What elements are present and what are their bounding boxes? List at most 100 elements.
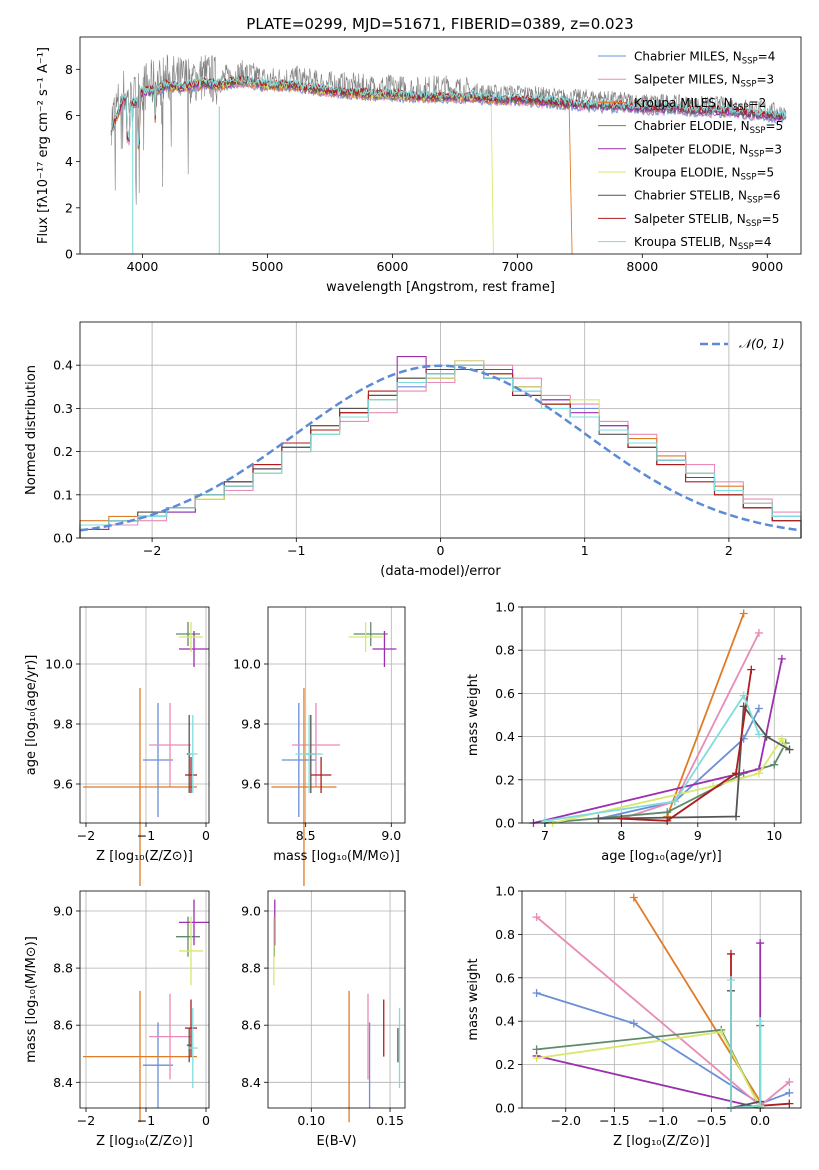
x-tick-label: −2.0 — [551, 1113, 581, 1128]
legend-entry: Salpeter ELODIE, NSSP=3 — [634, 142, 782, 159]
weight-marker-salpeter-miles — [785, 1077, 794, 1086]
y-tick-label: 9.8 — [241, 717, 261, 732]
y-tick-label: 8 — [65, 62, 73, 77]
x-tick-label: −0.5 — [696, 1113, 726, 1128]
weight-marker-chabrier-elodie — [663, 808, 672, 817]
y-tick-label: 0.2 — [495, 772, 515, 787]
x-tick-label: 0 — [437, 543, 445, 558]
y-tick-label: 0 — [65, 247, 73, 262]
x-tick-label: −1 — [137, 828, 155, 843]
x-tick-label: 0 — [202, 1113, 210, 1128]
x-axis-label: E(B-V) — [316, 1134, 356, 1149]
weight-marker-kroupa-elodie — [754, 769, 763, 778]
weight-marker-chabrier-miles — [629, 1019, 638, 1028]
weight-marker-chabrier-stelib — [762, 732, 771, 741]
y-tick-label: 10.0 — [45, 657, 73, 672]
residuals-panel: −2 −1 0 1 2 0.0 0.1 0.2 0.3 0.4 (data-model)/error… — [24, 321, 802, 579]
weight-marker-salpeter-stelib — [785, 1099, 794, 1108]
weight-line-chabrier-miles — [536, 992, 790, 1105]
axes-frame — [79, 36, 802, 255]
weight-line-chabrier-miles — [598, 708, 760, 820]
y-axis-label: Flux [fλ10⁻¹⁷ erg cm⁻² s⁻¹ A⁻¹] — [36, 47, 51, 244]
axes-frame — [267, 606, 406, 824]
x-axis-label: Z [log₁₀(Z/Z⊙)] — [613, 1134, 710, 1149]
legend-entry: Salpeter MILES, NSSP=3 — [634, 73, 774, 90]
y-axis-label: age [log₁₀(age/yr)] — [24, 655, 39, 776]
y-tick-label: 0.6 — [495, 970, 515, 985]
weight-marker-chabrier-stelib — [594, 814, 603, 823]
axes-frame — [79, 606, 210, 824]
weight-marker-kroupa-stelib — [670, 797, 679, 806]
age-vs-Z-panel: −2 −1 0 9.6 9.8 10.0 Z [log₁₀(Z/Z⊙)] age [log₁₀… — [24, 606, 210, 886]
model-spectrum-line-kroupa-elodie — [110, 76, 494, 254]
figure-title: PLATE=0299, MJD=51671, FIBERID=0389, z=0… — [246, 15, 633, 33]
y-tick-label: 1.0 — [495, 600, 515, 615]
y-tick-label: 9.0 — [241, 903, 261, 918]
weight-marker-chabrier-stelib — [785, 745, 794, 754]
y-tick-label: 9.0 — [53, 903, 73, 918]
y-tick-label: 0.2 — [495, 1057, 515, 1072]
mass-vs-Z-panel: −2 −1 0 8.4 8.6 8.8 9.0 Z [log₁₀(Z/Z⊙)] mass [lo… — [24, 890, 210, 1149]
x-axis-label: wavelength [Angstrom, rest frame] — [326, 280, 555, 295]
x-tick-label: 0.15 — [376, 1113, 404, 1128]
gaussian-curve — [79, 364, 802, 532]
weight-marker-salpeter-stelib — [747, 665, 756, 674]
weight-marker-chabrier-miles — [532, 988, 541, 997]
age-vs-mass-panel: 8.5 9.0 9.6 9.8 10.0 mass [log₁₀(M/M⊙)] — [233, 606, 406, 886]
x-tick-label: 5000 — [252, 259, 284, 274]
y-tick-label: 0.4 — [53, 358, 73, 373]
x-tick-label: −2 — [143, 543, 161, 558]
x-tick-label: 0.0 — [750, 1113, 770, 1128]
y-tick-label: 0.4 — [495, 1014, 515, 1029]
x-tick-label: −2 — [77, 828, 95, 843]
y-axis-label: mass [log₁₀(M/M⊙)] — [24, 936, 39, 1063]
x-tick-label: 9 — [694, 828, 702, 843]
x-tick-label: −2 — [77, 1113, 95, 1128]
y-tick-label: 0.8 — [495, 643, 515, 658]
legend-entry: Kroupa STELIB, NSSP=4 — [634, 235, 772, 252]
y-tick-label: 4 — [65, 154, 73, 169]
y-axis-label: mass weight — [466, 674, 481, 756]
weight-line-kroupa-stelib — [544, 693, 760, 822]
histogram-kroupa-stelib — [79, 364, 802, 538]
weight-marker-kroupa-stelib — [727, 975, 736, 984]
y-tick-label: 8.8 — [241, 961, 261, 976]
y-tick-label: 8.6 — [241, 1018, 261, 1033]
y-tick-label: 2 — [65, 200, 73, 215]
weight-marker-salpeter-stelib — [732, 769, 741, 778]
x-axis-label: mass [log₁₀(M/M⊙)] — [273, 849, 400, 864]
x-axis-label: age [log₁₀(age/yr)] — [601, 849, 722, 864]
model-spectrum-line-kroupa-miles — [110, 77, 573, 254]
legend-entry: Chabrier ELODIE, NSSP=5 — [634, 119, 783, 136]
axes-frame — [521, 606, 802, 824]
y-tick-label: 9.8 — [53, 717, 73, 732]
y-tick-label: 8.6 — [53, 1018, 73, 1033]
y-tick-label: 0.4 — [495, 729, 515, 744]
weight-marker-kroupa-stelib — [754, 730, 763, 739]
weight-marker-kroupa-stelib — [739, 691, 748, 700]
x-tick-label: −1.5 — [599, 1113, 629, 1128]
weight-marker-chabrier-miles — [754, 704, 763, 713]
residuals-legend: 𝒩(0, 1) — [700, 336, 785, 351]
y-axis-label: Normed distribution — [24, 365, 39, 495]
y-tick-label: 0.8 — [495, 927, 515, 942]
y-tick-label: 8.4 — [53, 1075, 73, 1090]
x-tick-label: 8.5 — [296, 828, 316, 843]
y-tick-label: 8.4 — [241, 1075, 261, 1090]
y-tick-label: 9.6 — [241, 777, 261, 792]
y-tick-label: 6 — [65, 108, 73, 123]
y-tick-label: 10.0 — [233, 657, 261, 672]
legend-entry: Salpeter STELIB, NSSP=5 — [634, 212, 779, 229]
x-axis-label: Z [log₁₀(Z/Z⊙)] — [96, 1134, 193, 1149]
y-tick-label: 0.0 — [53, 531, 73, 546]
x-axis-label: (data-model)/error — [380, 564, 501, 579]
weight-marker-kroupa-elodie — [532, 1054, 541, 1063]
x-tick-label: −1 — [137, 1113, 155, 1128]
x-tick-label: 1 — [581, 543, 589, 558]
weight-line-kroupa-stelib — [730, 980, 762, 1109]
weight-line-salpeter-stelib — [621, 669, 753, 822]
y-axis-label: mass weight — [466, 958, 481, 1040]
axes-frame — [521, 890, 802, 1109]
weight-marker-salpeter-stelib — [617, 814, 626, 823]
x-tick-label: −1 — [287, 543, 305, 558]
